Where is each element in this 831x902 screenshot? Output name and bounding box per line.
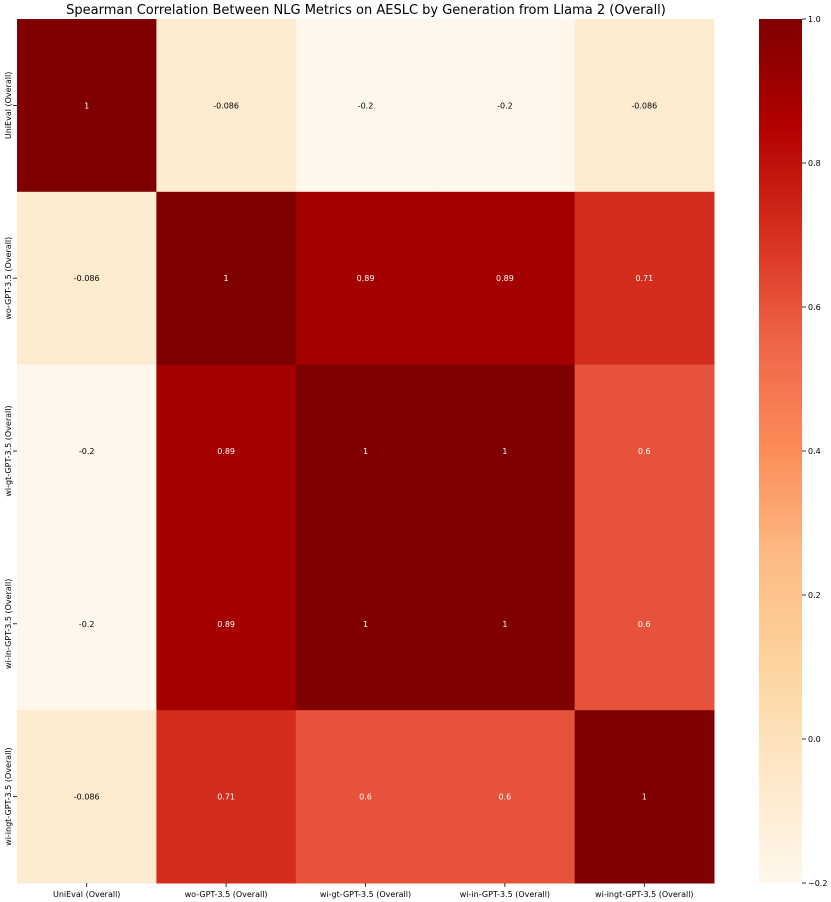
x-tick-label-1: wo-GPT-3.5 (Overall) [185, 890, 268, 899]
heatmap-cell-label-0-4: -0.086 [631, 101, 657, 110]
heatmap-cell-label-0-3: -0.2 [497, 101, 513, 110]
heatmap-cell-label-3-1: 0.89 [217, 620, 235, 629]
y-tick-label-4: wi-ingt-GPT-3.5 (Overall) [4, 747, 13, 846]
chart-title: Spearman Correlation Between NLG Metrics… [66, 3, 666, 18]
x-tick-label-4: wi-ingt-GPT-3.5 (Overall) [595, 890, 694, 899]
colorbar-tick-label-4: 0.6 [808, 303, 821, 312]
heatmap-cell-1-4 [574, 191, 715, 366]
heatmap-cell-4-1 [156, 710, 297, 884]
x-tick-label-2: wi-gt-GPT-3.5 (Overall) [320, 890, 411, 899]
heatmap-cell-label-3-3: 1 [502, 620, 507, 629]
heatmap-cell-2-2 [295, 364, 436, 538]
heatmap-cell-2-3 [435, 364, 576, 538]
heatmap-cell-label-2-1: 0.89 [217, 447, 235, 456]
heatmap-cell-1-2 [295, 191, 436, 366]
heatmap-cell-label-0-2: -0.2 [358, 101, 374, 110]
heatmap-cell-label-4-4: 1 [642, 793, 647, 802]
heatmap-cell-label-1-0: -0.086 [74, 274, 100, 283]
y-tick-label-0: UniEval (Overall) [4, 72, 13, 139]
heatmap-cell-1-3 [435, 191, 576, 366]
heatmap-cell-label-4-1: 0.71 [217, 793, 235, 802]
heatmap-cell-2-4 [574, 364, 715, 538]
heatmap-cell-1-1 [156, 191, 297, 366]
colorbar-tick-label-1: 0.0 [808, 735, 821, 744]
colorbar-tick-label-5: 0.8 [808, 159, 821, 168]
heatmap-cell-label-1-4: 0.71 [635, 274, 653, 283]
heatmap-cell-label-3-4: 0.6 [638, 620, 651, 629]
heatmap-cell-2-1 [156, 364, 297, 538]
heatmap-cell-label-2-4: 0.6 [638, 447, 651, 456]
heatmap-cell-label-2-0: -0.2 [79, 447, 95, 456]
y-axis: UniEval (Overall) wo-GPT-3.5 (Overall) wi-… [4, 72, 17, 846]
colorbar-tick-label-3: 0.4 [808, 447, 821, 456]
heatmap-cell-0-1 [156, 19, 297, 193]
colorbar-tick-label-6: 1.0 [808, 15, 821, 24]
heatmap-cell-label-3-2: 1 [363, 620, 368, 629]
heatmap-cell-1-0 [17, 191, 157, 366]
heatmap-cell-label-4-2: 0.6 [359, 793, 372, 802]
heatmap-cell-3-4 [574, 537, 715, 711]
x-tick-label-0: UniEval (Overall) [53, 890, 120, 899]
colorbar-tick-label-2: 0.2 [808, 591, 821, 600]
heatmap-cell-label-1-1: 1 [224, 274, 229, 283]
y-tick-label-3: wi-in-GPT-3.5 (Overall) [4, 579, 13, 669]
x-tick-label-3: wi-in-GPT-3.5 (Overall) [460, 890, 550, 899]
heatmap-cell-4-0 [17, 710, 157, 884]
heatmap-cell-label-3-0: -0.2 [79, 620, 95, 629]
heatmap-cell-label-1-3: 0.89 [496, 274, 514, 283]
y-tick-label-1: wo-GPT-3.5 (Overall) [4, 237, 13, 320]
heatmap-cell-label-4-3: 0.6 [499, 793, 512, 802]
heatmap-cell-0-0 [17, 19, 157, 193]
colorbar [759, 19, 802, 883]
heatmap-cell-3-1 [156, 537, 297, 711]
heatmap-cell-2-0 [17, 364, 157, 538]
heatmap-cell-0-3 [435, 19, 576, 193]
y-tick-label-2: wi-gt-GPT-3.5 (Overall) [4, 405, 13, 496]
heatmap-cell-4-3 [435, 710, 576, 884]
heatmap-cell-labels: 1 -0.086 -0.2 -0.2 -0.086 -0.086 1 0.89 0.89 0.71… [74, 101, 657, 801]
heatmap-cell-label-1-2: 0.89 [357, 274, 375, 283]
heatmap-cell-4-4 [574, 710, 715, 884]
heatmap-cell-3-3 [435, 537, 576, 711]
colorbar-tick-label-0: −0.2 [808, 879, 827, 888]
heatmap-cell-label-0-0: 1 [84, 101, 89, 110]
heatmap-cell-4-2 [295, 710, 436, 884]
colorbar-axis: −0.2 0.0 0.2 0.4 0.6 0.8 1.0 [802, 15, 827, 888]
heatmap-cell-label-4-0: -0.086 [74, 793, 100, 802]
heatmap-cell-label-2-3: 1 [502, 447, 507, 456]
x-axis: UniEval (Overall) wo-GPT-3.5 (Overall) wi-… [53, 883, 694, 899]
heatmap-cell-0-4 [574, 19, 715, 193]
heatmap-cell-label-0-1: -0.086 [213, 101, 239, 110]
heatmap-cell-3-2 [295, 537, 436, 711]
heatmap-cells [17, 19, 715, 884]
heatmap-cell-label-2-2: 1 [363, 447, 368, 456]
heatmap-cell-3-0 [17, 537, 157, 711]
heatmap-cell-0-2 [295, 19, 436, 193]
